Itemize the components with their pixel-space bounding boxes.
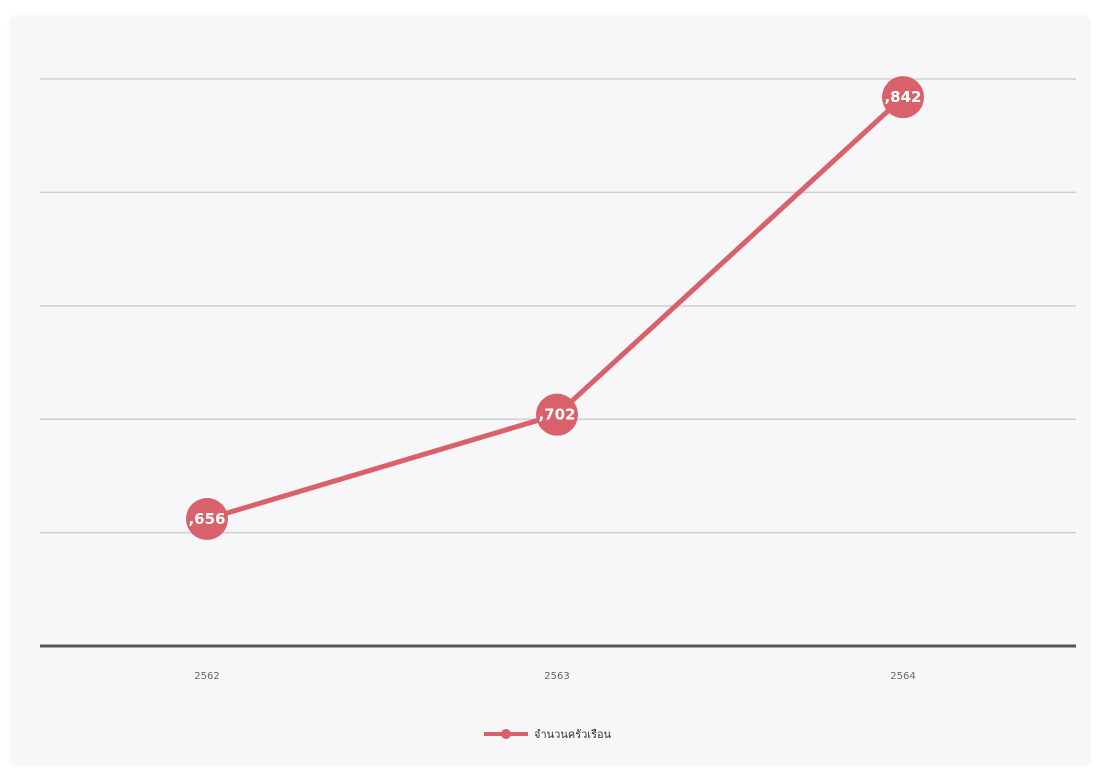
x-tick-label: 2564	[890, 671, 915, 682]
data-point[interactable]	[882, 76, 924, 119]
data-point[interactable]	[186, 498, 228, 541]
data-label: ,656	[188, 510, 225, 528]
x-tick-label: 2562	[194, 671, 219, 682]
data-label: ,702	[538, 406, 575, 424]
data-point[interactable]	[536, 393, 578, 436]
chart-card	[12, 18, 1088, 763]
legend[interactable]: จำนวนครัวเรือน	[484, 728, 612, 741]
series-line	[206, 95, 905, 522]
legend-swatch-marker	[501, 729, 511, 739]
x-tick-label: 2563	[544, 671, 569, 682]
data-points: ,656 ,702 ,842	[186, 76, 924, 541]
data-label: ,842	[884, 88, 921, 106]
x-tick-labels: 2562 2563 2564	[194, 671, 915, 682]
legend-label: จำนวนครัวเรือน	[534, 728, 612, 741]
grid-lines	[40, 78, 1076, 534]
